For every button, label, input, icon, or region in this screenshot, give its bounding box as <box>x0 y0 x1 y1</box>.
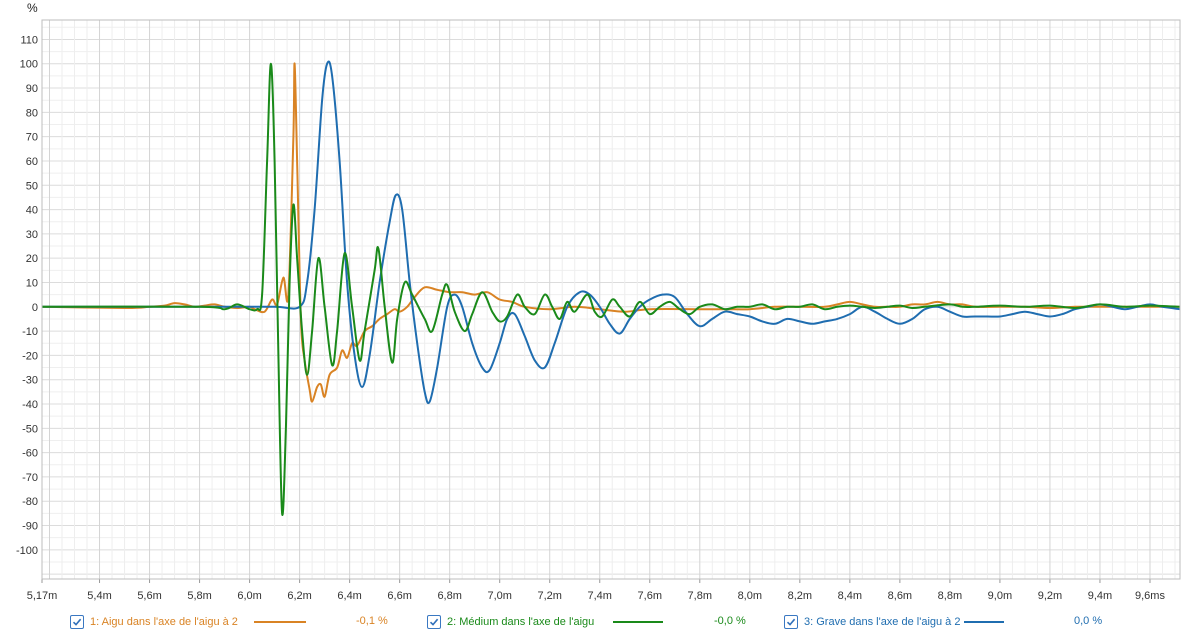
impulse-response-chart[interactable]: % 1101009080706050403020100-10-20-30-40-… <box>0 0 1200 612</box>
series-line-aigu <box>41 62 1180 403</box>
legend-label: 1: Aigu dans l'axe de l'aigu à 2 <box>90 616 238 628</box>
y-tick-label: 40 <box>26 205 38 217</box>
y-tick-label: -40 <box>22 399 38 411</box>
y-tick-label: -60 <box>22 448 38 460</box>
y-tick-label: 10 <box>26 277 38 289</box>
y-axis-ticks: 1101009080706050403020100-10-20-30-40-50… <box>16 34 38 556</box>
x-tick-label: 7,4m <box>588 590 612 602</box>
x-tick-label: 6,2m <box>287 590 311 602</box>
y-tick-label: 100 <box>20 59 38 71</box>
legend-readout: -0,0 % <box>714 615 746 627</box>
x-tick-label: 9,6ms <box>1135 590 1165 602</box>
y-tick-label: 90 <box>26 83 38 95</box>
y-tick-label: -90 <box>22 521 38 533</box>
y-tick-label: 20 <box>26 253 38 265</box>
x-tick-label: 5,8m <box>187 590 211 602</box>
y-tick-label: 110 <box>20 34 38 46</box>
x-tick-label: 6,6m <box>387 590 411 602</box>
x-tick-label: 6,4m <box>337 590 361 602</box>
x-tick-label: 9,2m <box>1038 590 1062 602</box>
checkbox-checked-icon[interactable] <box>70 615 84 629</box>
series-lines <box>41 60 1181 517</box>
y-tick-label: -10 <box>22 326 38 338</box>
x-tick-label: 8,8m <box>938 590 962 602</box>
x-tick-label: 9,4m <box>1088 590 1112 602</box>
series-line-medium <box>41 62 1181 517</box>
legend-item-aigu[interactable]: 1: Aigu dans l'axe de l'aigu à 2 <box>70 612 306 632</box>
x-tick-label: 5,17m <box>27 590 58 602</box>
legend-line-swatch <box>613 621 663 623</box>
x-tick-label: 8,6m <box>888 590 912 602</box>
y-tick-label: -30 <box>22 375 38 387</box>
checkbox-checked-icon[interactable] <box>784 615 798 629</box>
legend: 1: Aigu dans l'axe de l'aigu à 2 -0,1 % … <box>0 612 1200 634</box>
legend-readout: -0,1 % <box>356 615 388 627</box>
legend-label: 3: Grave dans l'axe de l'aigu à 2 <box>804 616 961 628</box>
y-tick-label: 70 <box>26 132 38 144</box>
x-tick-label: 5,6m <box>137 590 161 602</box>
checkbox-checked-icon[interactable] <box>427 615 441 629</box>
y-tick-label: 0 <box>32 302 38 314</box>
x-tick-label: 6,8m <box>437 590 461 602</box>
y-tick-label: 30 <box>26 229 38 241</box>
y-axis-unit-label: % <box>27 1 38 15</box>
legend-line-swatch <box>964 621 1004 623</box>
x-tick-label: 8,0m <box>738 590 762 602</box>
y-tick-label: 60 <box>26 156 38 168</box>
legend-item-grave[interactable]: 3: Grave dans l'axe de l'aigu à 2 <box>784 612 1004 632</box>
x-tick-label: 7,0m <box>487 590 511 602</box>
plot-frame <box>41 19 1181 580</box>
legend-line-swatch <box>254 621 306 623</box>
y-tick-label: -70 <box>22 472 38 484</box>
series-line-grave <box>42 60 1181 405</box>
x-tick-label: 5,4m <box>87 590 111 602</box>
x-tick-label: 7,2m <box>537 590 561 602</box>
x-tick-label: 9,0m <box>988 590 1012 602</box>
x-tick-label: 7,6m <box>638 590 662 602</box>
y-tick-label: 50 <box>26 180 38 192</box>
y-tick-label: -80 <box>22 496 38 508</box>
legend-readout: 0,0 % <box>1074 615 1103 627</box>
y-tick-label: -20 <box>22 350 38 362</box>
x-tick-label: 8,4m <box>838 590 862 602</box>
y-tick-label: -100 <box>16 545 38 557</box>
y-tick-label: 80 <box>26 107 38 119</box>
legend-label: 2: Médium dans l'axe de l'aigu <box>447 616 595 628</box>
y-tick-label: -50 <box>22 423 38 435</box>
legend-item-medium[interactable]: 2: Médium dans l'axe de l'aigu <box>427 612 663 632</box>
x-tick-label: 6,0m <box>237 590 261 602</box>
x-tick-label: 8,2m <box>788 590 812 602</box>
x-axis-ticks: 5,17m 5,4m 5,6m 5,8m 6,0m 6,2m 6,4m 6,6m 6,8m 7,0… <box>27 579 1165 602</box>
x-tick-label: 7,8m <box>688 590 712 602</box>
